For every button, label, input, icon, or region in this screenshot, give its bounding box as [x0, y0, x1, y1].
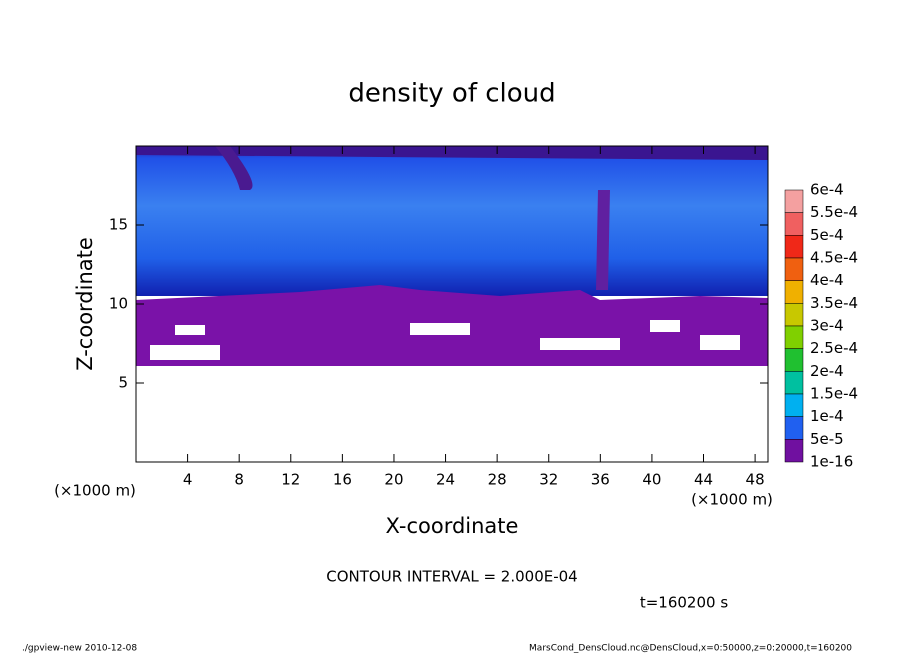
colorbar-box: [784, 280, 804, 304]
colorbar-label: 4e-4: [810, 271, 844, 289]
colorbar-label: 4.5e-4: [810, 249, 858, 267]
colorbar-box: [784, 235, 804, 259]
colorbar-label: 1e-4: [810, 407, 844, 425]
colorbar-box: [784, 393, 804, 417]
footer: ./gpview-new 2010-12-08: [22, 644, 137, 654]
colorbar-label: 5e-5: [810, 430, 844, 448]
y-tick-label: 15: [109, 216, 128, 234]
colorbar-label: 1.5e-4: [810, 385, 858, 403]
x-tick-label: 4: [183, 471, 193, 489]
colorbar-box: [784, 371, 804, 395]
colorbar-box: [784, 189, 804, 213]
contour-interval: CONTOUR INTERVAL = 2.000E-04: [326, 568, 577, 586]
x-tick-label: 24: [436, 471, 455, 489]
x-tick-label: 16: [333, 471, 352, 489]
colorbar-label: 2e-4: [810, 362, 844, 380]
footer: MarsCond_DensCloud.nc@DensCloud,x=0:5000…: [529, 644, 852, 654]
colorbar-box: [784, 325, 804, 349]
x-tick-label: 28: [488, 471, 507, 489]
colorbar-label: 3e-4: [810, 317, 844, 335]
x-tick-label: 12: [281, 471, 300, 489]
chart-title: density of cloud: [348, 79, 555, 109]
x-tick-label: 36: [591, 471, 610, 489]
field: [136, 146, 768, 462]
colorbar-label: 3.5e-4: [810, 294, 858, 312]
y-axis-label: Z-coordinate: [73, 237, 97, 371]
x-unit: (×1000 m): [691, 491, 773, 509]
colorbar-box: [784, 416, 804, 440]
colorbar-label: 2.5e-4: [810, 339, 858, 357]
x-tick-label: 20: [384, 471, 403, 489]
time-label: t=160200 s: [640, 594, 728, 612]
colorbar-box: [784, 257, 804, 281]
x-tick-label: 48: [746, 471, 765, 489]
y-tick-label: 5: [118, 374, 128, 392]
colorbar-label: 5e-4: [810, 226, 844, 244]
y-tick-label: 10: [109, 295, 128, 313]
colorbar-label: 6e-4: [810, 181, 844, 199]
x-axis-label: X-coordinate: [386, 514, 519, 538]
colorbar-label: 5.5e-4: [810, 203, 858, 221]
x-tick-label: 44: [694, 471, 713, 489]
colorbar-box: [784, 439, 804, 463]
x-tick-label: 40: [642, 471, 661, 489]
colorbar-box: [784, 212, 804, 236]
colorbar-label: 1e-16: [810, 453, 853, 471]
colorbar-box: [784, 303, 804, 327]
x-tick-label: 32: [539, 471, 558, 489]
colorbar-box: [784, 348, 804, 372]
x-unit: (×1000 m): [54, 482, 136, 500]
x-tick-label: 8: [234, 471, 244, 489]
